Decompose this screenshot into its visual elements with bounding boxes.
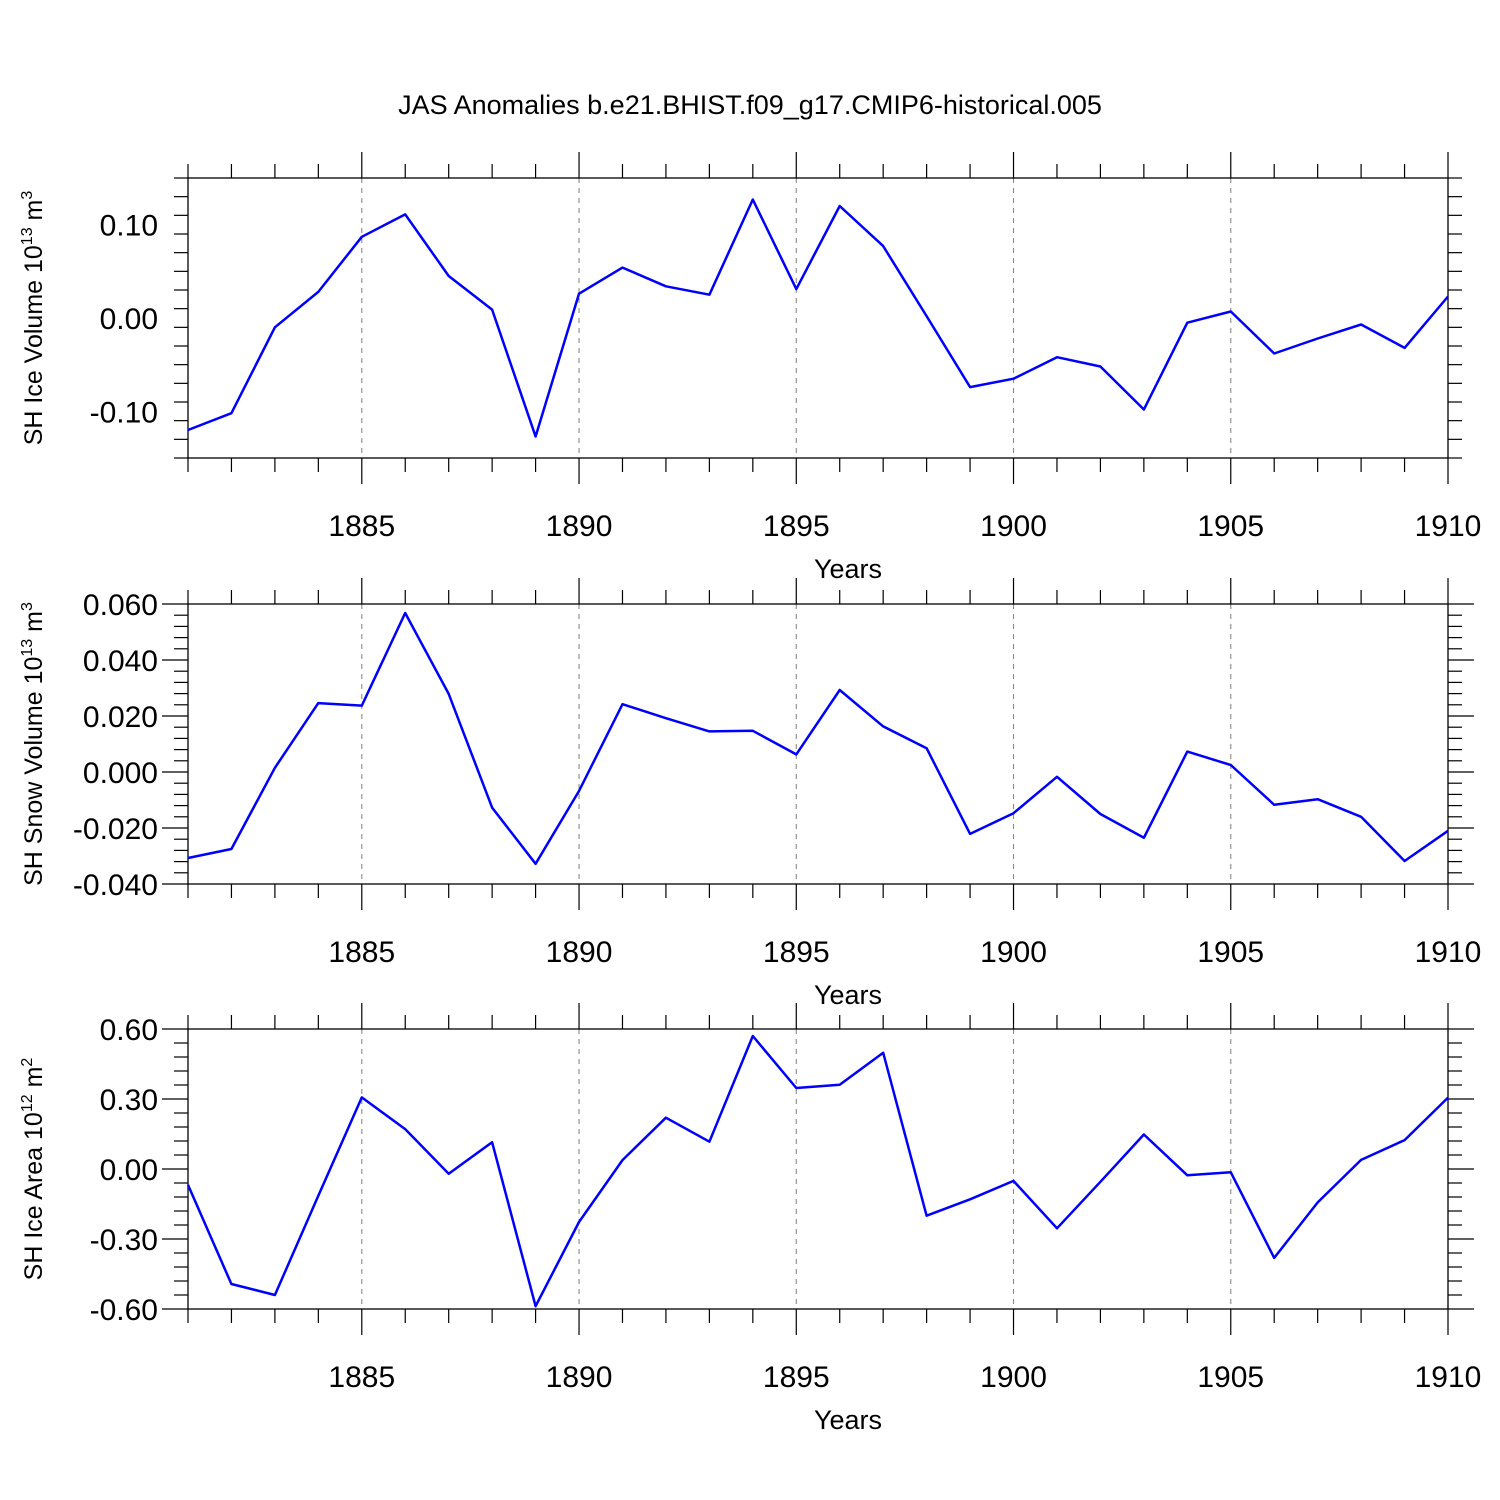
y-tick-label: 0.30 <box>100 1084 158 1117</box>
x-axis-label: Years <box>814 1405 882 1435</box>
x-tick-label: 1910 <box>1415 1361 1482 1394</box>
x-tick-label: 1885 <box>328 936 395 969</box>
x-tick-label: 1885 <box>328 1361 395 1394</box>
x-tick-label: 1905 <box>1197 936 1264 969</box>
y-tick-label: 0.00 <box>100 1154 158 1187</box>
x-tick-label: 1885 <box>328 510 395 543</box>
y-tick-label: -0.020 <box>73 813 158 846</box>
y-tick-label: 0.000 <box>83 757 158 790</box>
x-tick-label: 1905 <box>1197 1361 1264 1394</box>
x-tick-label: 1910 <box>1415 510 1482 543</box>
x-tick-label: 1890 <box>546 510 613 543</box>
y-tick-label: 0.10 <box>100 210 158 243</box>
series-line-1 <box>187 198 1449 438</box>
x-tick-label: 1895 <box>763 1361 830 1394</box>
x-tick-label: 1900 <box>980 1361 1047 1394</box>
y-tick-label: 0.020 <box>83 701 158 734</box>
y-tick-label: -0.040 <box>73 869 158 902</box>
y-tick-label: -0.30 <box>90 1224 158 1257</box>
series-line-3 <box>186 1034 1449 1308</box>
y-axis-label: SH Ice Volume 1013 m3 <box>19 191 48 446</box>
plot-frame-3 <box>187 1028 1449 1310</box>
y-tick-label: -0.10 <box>90 396 158 429</box>
y-tick-label: 0.00 <box>100 303 158 336</box>
y-axis-label: SH Snow Volume 1013 m3 <box>19 602 48 886</box>
y-axis-label: SH Ice Area 1012 m2 <box>19 1058 48 1281</box>
plot-frame-1 <box>187 177 1449 459</box>
series-line-2 <box>187 611 1449 866</box>
x-tick-label: 1890 <box>546 1361 613 1394</box>
figure-title: JAS Anomalies b.e21.BHIST.f09_g17.CMIP6-… <box>398 90 1102 120</box>
y-tick-label: -0.60 <box>90 1294 158 1327</box>
plot-frame-2 <box>187 603 1449 885</box>
x-tick-label: 1900 <box>980 936 1047 969</box>
x-axis-label: Years <box>814 980 882 1010</box>
x-tick-label: 1905 <box>1197 510 1264 543</box>
x-tick-label: 1900 <box>980 510 1047 543</box>
x-tick-label: 1910 <box>1415 936 1482 969</box>
x-axis-label: Years <box>814 554 882 584</box>
y-tick-label: 0.60 <box>100 1014 158 1047</box>
x-tick-label: 1895 <box>763 510 830 543</box>
x-tick-label: 1895 <box>763 936 830 969</box>
y-tick-label: 0.060 <box>83 589 158 622</box>
y-tick-label: 0.040 <box>83 645 158 678</box>
x-tick-label: 1890 <box>546 936 613 969</box>
